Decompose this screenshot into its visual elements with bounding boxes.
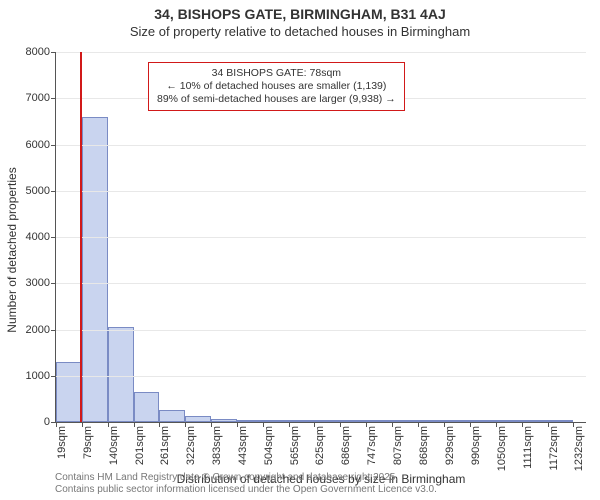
- x-tick-label: 443sqm: [237, 426, 249, 465]
- footer-line-1: Contains HM Land Registry data © Crown c…: [55, 472, 437, 484]
- histogram-bar: [496, 420, 522, 422]
- histogram-bar: [522, 420, 548, 422]
- histogram-bar: [340, 420, 366, 422]
- histogram-bar: [159, 410, 185, 422]
- x-tick-label: 504sqm: [263, 426, 275, 465]
- x-tick-label: 201sqm: [134, 426, 146, 465]
- gridline-h: [56, 191, 586, 192]
- x-tick-label: 79sqm: [82, 426, 94, 459]
- x-tick-label: 747sqm: [366, 426, 378, 465]
- histogram-bar: [237, 420, 263, 422]
- x-tick-label: 565sqm: [289, 426, 301, 465]
- x-tick-label: 868sqm: [418, 426, 430, 465]
- x-tick-label: 1111sqm: [522, 426, 534, 469]
- x-tick-label: 140sqm: [108, 426, 120, 465]
- gridline-h: [56, 145, 586, 146]
- histogram-bar: [185, 416, 211, 422]
- x-tick-label: 807sqm: [392, 426, 404, 465]
- histogram-bar: [314, 420, 340, 422]
- y-axis-label: Number of detached properties: [5, 167, 19, 332]
- chart-title: 34, BISHOPS GATE, BIRMINGHAM, B31 4AJ: [0, 6, 600, 22]
- chart-container: 34, BISHOPS GATE, BIRMINGHAM, B31 4AJ Si…: [0, 0, 600, 500]
- y-tick-label: 0: [44, 416, 56, 428]
- chart-subtitle: Size of property relative to detached ho…: [0, 24, 600, 39]
- histogram-bar: [263, 420, 289, 422]
- x-tick-label: 261sqm: [159, 426, 171, 465]
- histogram-bar: [211, 419, 237, 422]
- histogram-bar: [366, 420, 392, 422]
- x-tick-label: 686sqm: [340, 426, 352, 465]
- y-tick-label: 4000: [26, 231, 56, 243]
- x-tick-label: 929sqm: [444, 426, 456, 465]
- y-tick-label: 5000: [26, 185, 56, 197]
- x-tick-label: 383sqm: [211, 426, 223, 465]
- histogram-bar: [418, 420, 444, 422]
- titles: 34, BISHOPS GATE, BIRMINGHAM, B31 4AJ Si…: [0, 0, 600, 39]
- gridline-h: [56, 376, 586, 377]
- gridline-h: [56, 52, 586, 53]
- y-tick-label: 1000: [26, 370, 56, 382]
- y-tick-label: 2000: [26, 324, 56, 336]
- x-tick-label: 1232sqm: [573, 426, 585, 471]
- histogram-bar: [56, 362, 82, 422]
- x-tick-label: 990sqm: [470, 426, 482, 465]
- histogram-bar: [289, 420, 315, 422]
- x-tick-label: 1172sqm: [548, 426, 560, 470]
- annotation-line-3: 89% of semi-detached houses are larger (…: [157, 93, 396, 106]
- plot-area: Distribution of detached houses by size …: [55, 52, 586, 423]
- x-tick-label: 322sqm: [185, 426, 197, 465]
- y-tick-label: 3000: [26, 277, 56, 289]
- histogram-bar: [108, 327, 134, 422]
- y-tick-label: 8000: [26, 46, 56, 58]
- gridline-h: [56, 237, 586, 238]
- x-tick-label: 1050sqm: [496, 426, 508, 471]
- y-tick-label: 7000: [26, 92, 56, 104]
- y-tick-label: 6000: [26, 139, 56, 151]
- gridline-h: [56, 330, 586, 331]
- histogram-bar: [444, 420, 470, 422]
- histogram-bar: [548, 420, 574, 422]
- annotation-line-2: ← 10% of detached houses are smaller (1,…: [157, 80, 396, 93]
- x-tick-label: 625sqm: [314, 426, 326, 465]
- annotation-line-1: 34 BISHOPS GATE: 78sqm: [157, 67, 396, 80]
- histogram-bar: [470, 420, 496, 422]
- property-marker-line: [80, 52, 82, 422]
- footer-line-2: Contains public sector information licen…: [55, 484, 437, 496]
- gridline-h: [56, 283, 586, 284]
- histogram-bar: [392, 420, 418, 422]
- x-tick-label: 19sqm: [56, 426, 68, 459]
- histogram-bar: [134, 392, 160, 422]
- footer-attribution: Contains HM Land Registry data © Crown c…: [55, 472, 437, 496]
- annotation-box: 34 BISHOPS GATE: 78sqm← 10% of detached …: [148, 62, 405, 111]
